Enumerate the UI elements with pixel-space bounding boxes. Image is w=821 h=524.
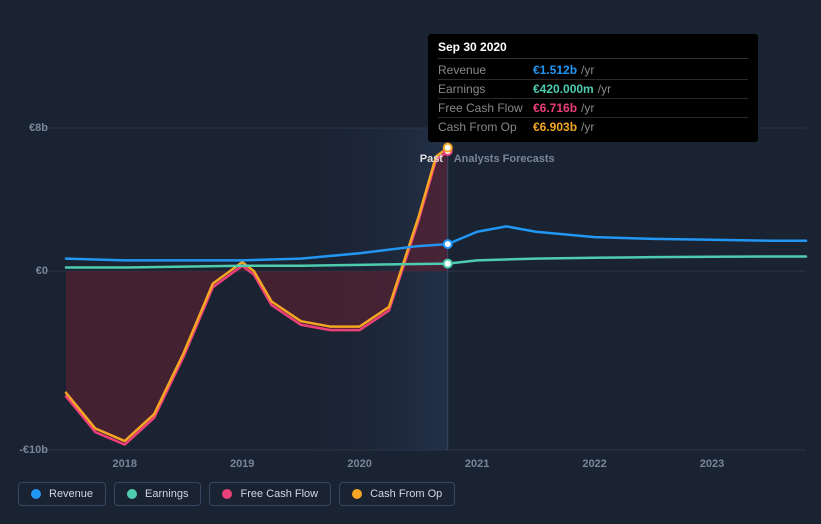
legend-swatch (31, 489, 41, 499)
legend-swatch (127, 489, 137, 499)
x-tick-label: 2020 (347, 458, 371, 470)
tooltip-row-label: Free Cash Flow (438, 101, 533, 115)
tooltip-row: Free Cash Flow€6.716b/yr (438, 99, 748, 118)
tooltip-row-unit: /yr (581, 120, 594, 134)
financial-chart: Sep 30 2020 Revenue€1.512b/yrEarnings€42… (18, 18, 803, 506)
chart-legend: Revenue Earnings Free Cash Flow Cash From O… (18, 482, 455, 506)
tooltip-row: Cash From Op€6.903b/yr (438, 118, 748, 136)
x-tick-label: 2021 (465, 458, 489, 470)
tooltip-row-value: €420.000m (533, 82, 594, 96)
tooltip-row: Earnings€420.000m/yr (438, 80, 748, 99)
y-tick-label: €8b (29, 122, 48, 134)
tooltip-row-value: €6.716b (533, 101, 577, 115)
y-tick-label: -€10b (19, 444, 48, 456)
tooltip-rows: Revenue€1.512b/yrEarnings€420.000m/yrFre… (438, 61, 748, 136)
section-label-past: Past (420, 153, 443, 165)
legend-item-fcf[interactable]: Free Cash Flow (209, 482, 331, 506)
tooltip-row-unit: /yr (581, 101, 594, 115)
legend-label: Revenue (49, 488, 93, 500)
x-tick-label: 2023 (700, 458, 724, 470)
chart-tooltip: Sep 30 2020 Revenue€1.512b/yrEarnings€42… (428, 34, 758, 142)
section-label-forecast: Analysts Forecasts (454, 153, 555, 165)
legend-label: Free Cash Flow (240, 488, 318, 500)
tooltip-row: Revenue€1.512b/yr (438, 61, 748, 80)
y-tick-label: €0 (36, 265, 48, 277)
tooltip-row-value: €6.903b (533, 120, 577, 134)
legend-label: Cash From Op (370, 488, 442, 500)
legend-item-cfo[interactable]: Cash From Op (339, 482, 455, 506)
tooltip-title: Sep 30 2020 (438, 40, 748, 59)
legend-item-earnings[interactable]: Earnings (114, 482, 201, 506)
legend-swatch (222, 489, 232, 499)
x-tick-label: 2022 (582, 458, 606, 470)
tooltip-row-unit: /yr (581, 63, 594, 77)
x-tick-label: 2018 (112, 458, 136, 470)
tooltip-row-value: €1.512b (533, 63, 577, 77)
legend-item-revenue[interactable]: Revenue (18, 482, 106, 506)
tooltip-row-label: Earnings (438, 82, 533, 96)
legend-label: Earnings (145, 488, 188, 500)
legend-swatch (352, 489, 362, 499)
x-tick-label: 2019 (230, 458, 254, 470)
tooltip-row-label: Revenue (438, 63, 533, 77)
tooltip-row-label: Cash From Op (438, 120, 533, 134)
tooltip-row-unit: /yr (598, 82, 611, 96)
